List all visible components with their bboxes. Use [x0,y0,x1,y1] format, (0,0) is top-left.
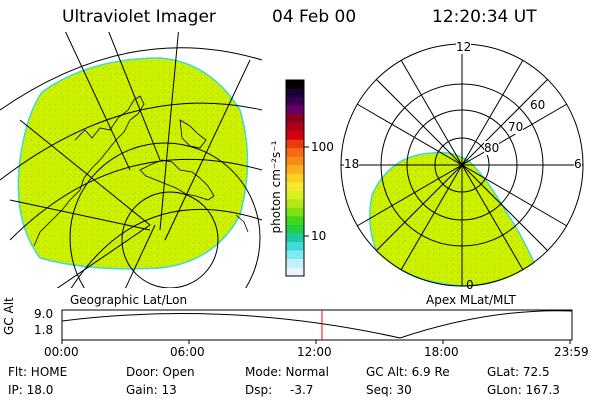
colorbar-swatch [286,241,304,251]
colorbar-swatch [286,233,304,243]
colorbar-swatch [286,250,304,260]
timeline-tick-0600: 06:00 [170,345,205,359]
date-label: 04 Feb 00 [272,7,357,27]
colorbar-swatch [286,88,304,98]
dsp-value: -3.7 [290,383,314,397]
colorbar-swatch [286,224,304,234]
timeline-tick-2359: 23:59 [554,345,589,359]
timeline-tick-1800: 18:00 [424,345,459,359]
altitude-timeline [61,309,573,344]
door-status: Door: Open [126,365,195,379]
ip-value: IP: 18.0 [8,383,54,397]
apex-caption: Apex MLat/MLT [426,293,516,307]
colorbar-unit-label: photon cm⁻²s⁻¹ [269,140,283,234]
mlt-label-6: 6 [574,157,582,171]
colorbar-swatch [286,182,304,192]
colorbar-swatch [286,199,304,209]
mode-status: Mode: Normal [245,365,329,379]
instrument-title: Ultraviolet Imager [62,7,216,27]
geographic-emission-region [17,57,249,270]
colorbar-tick-10: 10 [311,229,327,243]
time-label: 12:20:34 UT [432,7,537,27]
colorbar-swatch [286,80,304,90]
altitude-curve [61,310,573,339]
colorbar-swatch [286,148,304,158]
colorbar-swatch [286,173,304,183]
colorbar-swatch [286,165,304,175]
mlt-label-12: 12 [456,40,472,54]
mlt-label-0: 0 [466,278,474,292]
geographic-latitude: GLat: 72.5 [487,365,550,379]
colorbar-swatch [286,105,304,115]
color-scale-bar [286,80,304,277]
dsp-label: Dsp: [245,383,273,397]
colorbar-swatch [286,258,304,268]
timeline-axis-label: GC Alt [2,297,16,335]
timeline-ymax: 9.0 [34,307,54,321]
mlat-label-70: 70 [508,120,524,134]
colorbar-swatch [286,114,304,124]
mlat-label-60: 60 [530,98,546,112]
colorbar-swatch [286,207,304,217]
colorbar-swatch [286,139,304,149]
sequence-number: Seq: 30 [366,383,412,397]
geographic-image [0,32,262,288]
timeline-ymin: 1.8 [34,323,54,337]
timeline-tick-1200: 12:00 [297,345,332,359]
colorbar-swatch [286,267,304,277]
mlat-label-80: 80 [484,141,500,155]
colorbar-tick-100: 100 [311,140,334,154]
geographic-longitude: GLon: 167.3 [487,383,560,397]
colorbar-swatch [286,122,304,132]
flight-status: Flt: HOME [8,365,68,379]
mlt-label-18: 18 [344,157,360,171]
colorbar-swatch [286,156,304,166]
colorbar-swatch [286,131,304,141]
colorbar-swatch [286,190,304,200]
colorbar-swatch [286,97,304,107]
magnetic-polar-plot [340,43,584,287]
timeline-tick-0000: 00:00 [44,345,79,359]
geographic-caption: Geographic Lat/Lon [70,293,188,307]
gc-altitude: GC Alt: 6.9 Re [366,365,450,379]
colorbar-swatch [286,216,304,226]
gain-value: Gain: 13 [126,383,177,397]
